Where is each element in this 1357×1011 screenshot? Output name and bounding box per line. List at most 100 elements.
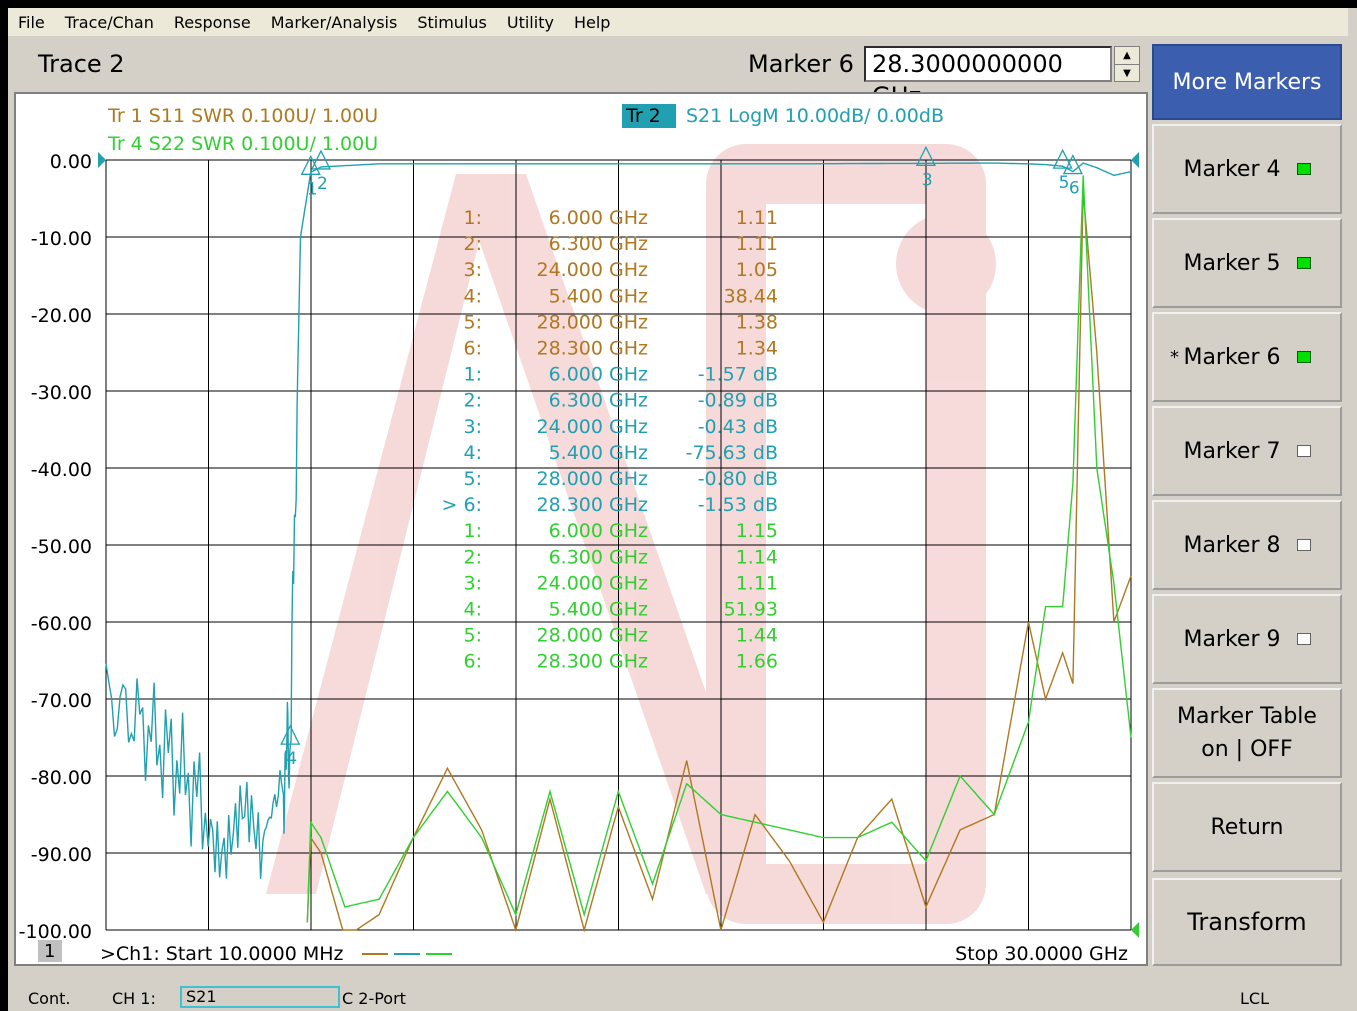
trace-title: Trace 2 <box>38 50 125 78</box>
channel-number: 1 <box>44 941 55 962</box>
more-markers-softkey[interactable]: More Markers <box>1152 44 1342 120</box>
marker-5-label: 5 <box>1059 173 1070 193</box>
marker-table: 1: 6.000 GHz 1.11 2: 6.300 GHz 1.11 3: 24.000 G… <box>442 207 778 673</box>
softkey-label: Marker 8 <box>1183 532 1281 558</box>
marker-table-id: 6: <box>464 651 483 673</box>
marker-table-id: 4: <box>464 442 483 464</box>
y-tick-label: -70.00 <box>31 690 92 712</box>
marker-table-value: 1.38 <box>736 311 778 333</box>
transform-softkey[interactable]: Transform <box>1152 878 1342 966</box>
calibration-status: C 2-Port <box>342 989 406 1008</box>
marker-table-frequency: 5.400 GHz <box>549 599 648 621</box>
marker-1-label: 1 <box>307 179 318 199</box>
marker-5-softkey[interactable]: Marker 5 <box>1152 218 1342 308</box>
trace-legend-s21-id[interactable]: Tr 2 <box>625 105 661 127</box>
marker-table-value: 38.44 <box>724 285 778 307</box>
y-tick-label: -100.00 <box>19 921 92 943</box>
menu-stimulus[interactable]: Stimulus <box>417 12 487 32</box>
marker-frequency-input[interactable]: 28.3000000000 GHz <box>864 46 1112 110</box>
menu-response[interactable]: Response <box>173 12 251 32</box>
marker-8-softkey[interactable]: Marker 8 <box>1152 500 1342 590</box>
remote-status: LCL <box>1240 989 1269 1008</box>
trace-display[interactable]: 0.00 -10.00 -20.00 -30.00 -40.00 -50.00 -60.00… <box>14 92 1148 966</box>
menu-marker-analysis[interactable]: Marker/Analysis <box>270 12 398 32</box>
softkey-label: Marker 7 <box>1183 438 1281 464</box>
marker-table-value: 1.34 <box>736 338 778 360</box>
marker-table-frequency: 5.400 GHz <box>549 442 648 464</box>
y-tick-label: -30.00 <box>31 382 92 404</box>
marker-3-icon <box>915 145 936 166</box>
return-softkey[interactable]: Return <box>1152 782 1342 872</box>
softkey-label: Return <box>1210 814 1284 840</box>
reference-level-left-icon <box>98 152 106 168</box>
y-tick-label: -60.00 <box>31 613 92 635</box>
marker-table-value: 1.11 <box>736 572 778 594</box>
softkey-label: Marker Table <box>1177 704 1317 729</box>
marker-4-softkey[interactable]: Marker 4 <box>1152 124 1342 214</box>
marker-table-frequency: 28.300 GHz <box>536 651 648 673</box>
softkey-label: Marker 4 <box>1183 156 1281 182</box>
softkey-label: Marker 5 <box>1183 250 1281 276</box>
marker-table-value: 1.05 <box>736 259 778 281</box>
marker-5-icon <box>1052 148 1073 169</box>
grid <box>98 152 1139 938</box>
marker-table-softkey[interactable]: Marker Table on | OFF <box>1152 688 1342 778</box>
marker-table-id: 5: <box>464 468 483 490</box>
marker-table-value: -0.89 dB <box>698 390 778 412</box>
menu-utility[interactable]: Utility <box>506 12 554 32</box>
marker-table-frequency: 28.300 GHz <box>536 494 648 516</box>
marker-spinner[interactable]: ▲ ▼ <box>1114 46 1140 82</box>
marker-table-value: 1.14 <box>736 546 778 568</box>
trace-legend-s11[interactable]: Tr 1 S11 SWR 0.100U/ 1.00U <box>107 105 378 127</box>
watermark-logo <box>266 144 996 924</box>
led-off-icon <box>1296 633 1311 645</box>
marker-6-softkey[interactable]: * Marker 6 <box>1152 312 1342 402</box>
marker-7-softkey[interactable]: Marker 7 <box>1152 406 1342 496</box>
spin-up-icon[interactable]: ▲ <box>1115 47 1139 65</box>
menu-trace-chan[interactable]: Trace/Chan <box>64 12 154 32</box>
marker-table-frequency: 28.000 GHz <box>536 468 648 490</box>
y-tick-label: 0.00 <box>50 151 92 173</box>
status-bar: Cont. CH 1: S21 C 2-Port LCL <box>8 985 1348 1011</box>
marker-table-frequency: 28.000 GHz <box>536 625 648 647</box>
entry-bar: Trace 2 Marker 6 28.3000000000 GHz ▲ ▼ <box>16 42 1150 110</box>
trace-legend-s22[interactable]: Tr 4 S22 SWR 0.100U/ 1.00U <box>107 133 378 155</box>
marker-table-value: -0.43 dB <box>698 416 778 438</box>
active-asterisk: * <box>1170 346 1179 368</box>
marker-table-value: -1.57 dB <box>698 364 778 386</box>
marker-3-label: 3 <box>922 170 933 190</box>
softkey-label: Marker 9 <box>1183 626 1281 652</box>
led-on-icon <box>1296 351 1311 363</box>
stop-frequency[interactable]: Stop 30.0000 GHz <box>955 943 1128 965</box>
marker-table-value: -0.80 dB <box>698 468 778 490</box>
marker-table-frequency: 6.300 GHz <box>549 390 648 412</box>
led-off-icon <box>1296 539 1311 551</box>
y-tick-label: -80.00 <box>31 767 92 789</box>
menu-file[interactable]: File <box>18 12 45 32</box>
active-parameter[interactable]: S21 <box>180 986 340 1008</box>
marker-9-softkey[interactable]: Marker 9 <box>1152 594 1342 684</box>
trace-line-s22 <box>306 175 1132 923</box>
spin-down-icon[interactable]: ▼ <box>1123 68 1131 79</box>
marker-label: Marker 6 <box>748 50 854 78</box>
menu-bar: File Trace/Chan Response Marker/Analysis… <box>8 8 1348 36</box>
marker-table-frequency: 6.000 GHz <box>549 364 648 386</box>
marker-table-frequency: 6.000 GHz <box>549 207 648 229</box>
trace-legend-s21[interactable]: S21 LogM 10.00dB/ 0.00dB <box>686 105 944 127</box>
marker-table-id: 1: <box>464 364 483 386</box>
marker-table-id: 4: <box>464 285 483 307</box>
marker-2-label: 2 <box>317 174 328 194</box>
y-tick-label: -10.00 <box>31 228 92 250</box>
marker-table-id: 2: <box>464 233 483 255</box>
marker-6-icon <box>1062 154 1083 175</box>
y-tick-label: -50.00 <box>31 536 92 558</box>
marker-table-id: 2: <box>464 390 483 412</box>
marker-table-value: -1.53 dB <box>698 494 778 516</box>
menu-help[interactable]: Help <box>573 12 611 32</box>
marker-table-frequency: 24.000 GHz <box>536 259 648 281</box>
scale-bottom-icon <box>1131 922 1139 938</box>
marker-table-id: 4: <box>464 599 483 621</box>
marker-table-value: 1.11 <box>736 233 778 255</box>
start-frequency[interactable]: >Ch1: Start 10.0000 MHz <box>100 943 344 965</box>
trace-line-s21 <box>105 162 1132 879</box>
